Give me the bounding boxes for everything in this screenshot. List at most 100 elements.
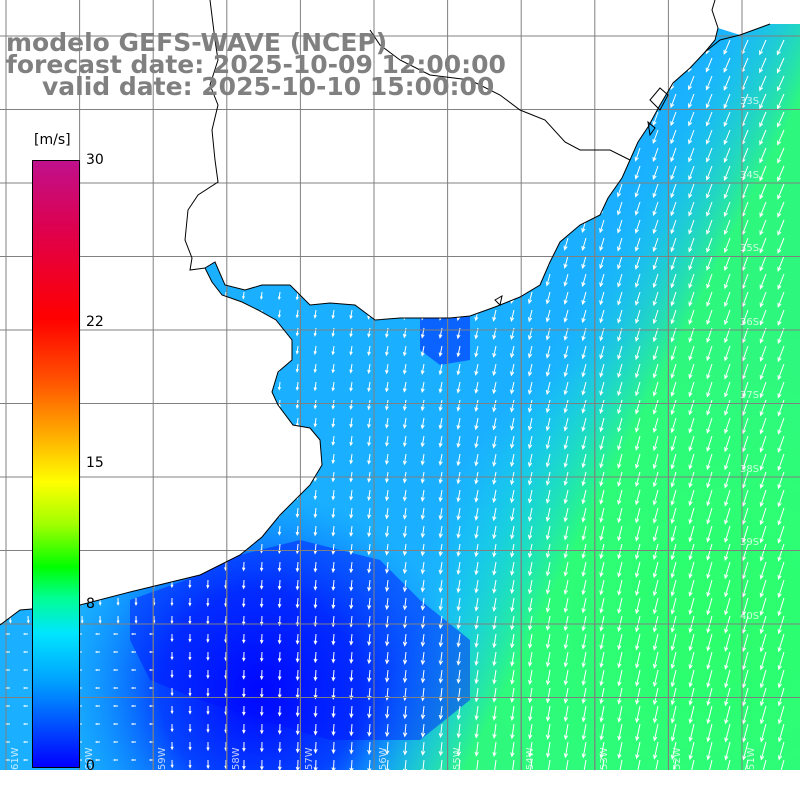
wind-arrow <box>492 363 497 377</box>
wind-arrow <box>599 381 605 396</box>
wind-arrow <box>349 759 354 770</box>
wind-arrow <box>509 57 515 70</box>
wind-arrow <box>206 453 210 462</box>
wind-arrow <box>188 670 192 679</box>
wind-arrow <box>777 543 785 562</box>
wind-arrow <box>134 327 138 335</box>
wind-arrow <box>652 219 659 235</box>
wind-arrow <box>8 111 12 119</box>
wind-arrow <box>759 687 767 707</box>
wind-arrow <box>670 381 677 397</box>
wind-arrow <box>349 525 354 537</box>
wind-arrow <box>741 489 749 507</box>
wind-arrow <box>4 740 10 744</box>
wind-arrow <box>259 561 264 572</box>
wind-arrow <box>116 165 119 173</box>
wind-arrow <box>224 165 227 174</box>
wind-arrow <box>331 183 335 194</box>
wind-arrow <box>313 633 318 646</box>
wind-arrow <box>634 147 641 162</box>
wind-arrow <box>277 597 282 609</box>
wind-arrow <box>438 561 443 575</box>
wind-arrow <box>242 633 246 644</box>
wind-arrow <box>80 454 84 462</box>
wind-arrow <box>420 183 425 195</box>
wind-arrow <box>616 75 623 90</box>
wind-arrow <box>4 668 10 672</box>
wind-arrow <box>420 219 425 231</box>
wind-arrow <box>724 363 731 380</box>
wind-arrow <box>170 723 174 733</box>
wind-arrow <box>224 309 227 318</box>
wind-arrow <box>295 741 300 754</box>
wind-arrow <box>545 165 551 179</box>
wind-arrow <box>545 435 551 450</box>
wind-arrow <box>759 651 767 671</box>
wind-arrow <box>112 668 118 672</box>
colorbar-tick-label: 22 <box>86 313 104 330</box>
wind-arrow <box>670 633 677 652</box>
wind-arrow <box>759 183 767 200</box>
wind-arrow <box>313 165 317 175</box>
wind-arrow <box>652 201 659 217</box>
wind-arrow <box>492 417 497 431</box>
wind-arrow <box>349 147 353 158</box>
wind-arrow <box>188 183 191 191</box>
wind-arrow <box>616 165 623 180</box>
wind-arrow <box>563 471 569 487</box>
wind-arrow <box>670 741 677 760</box>
wind-arrow <box>26 219 30 227</box>
wind-arrow <box>617 381 623 397</box>
wind-arrow <box>545 399 551 414</box>
wind-arrow <box>635 651 641 669</box>
wind-arrow <box>98 291 102 299</box>
wind-arrow <box>545 93 551 107</box>
wind-arrow <box>206 363 210 372</box>
wind-arrow <box>277 129 281 139</box>
wind-arrow <box>367 651 372 665</box>
wind-arrow <box>98 526 102 534</box>
wind-arrow <box>688 687 695 706</box>
wind-arrow <box>277 327 281 337</box>
wind-arrow <box>563 705 569 722</box>
wind-arrow <box>617 741 623 760</box>
brazil-coast <box>629 0 719 161</box>
wind-arrow <box>492 237 497 250</box>
wind-arrow <box>98 579 102 589</box>
wind-arrow <box>777 309 785 326</box>
wind-arrow <box>509 237 515 250</box>
wind-arrow <box>367 327 371 338</box>
wind-arrow <box>188 471 192 480</box>
wind-arrow <box>98 435 102 444</box>
wind-arrow <box>759 201 767 218</box>
wind-arrow <box>492 705 497 721</box>
wind-arrow <box>206 471 210 481</box>
wind-arrow <box>384 129 389 140</box>
wind-arrow <box>563 381 569 396</box>
wind-arrow <box>527 453 533 468</box>
wind-arrow <box>313 219 317 229</box>
wind-arrow <box>724 579 731 598</box>
wind-arrow <box>385 633 390 647</box>
wind-arrow <box>367 489 372 502</box>
wind-arrow <box>617 651 623 669</box>
wind-arrow <box>170 705 174 715</box>
wind-arrow <box>581 453 587 469</box>
wind-arrow <box>777 471 785 490</box>
wind-arrow <box>652 561 659 579</box>
wind-arrow <box>385 615 390 629</box>
wind-arrow <box>170 634 174 643</box>
wind-arrow <box>599 615 605 632</box>
wind-arrow <box>367 345 371 356</box>
wind-arrow <box>188 741 192 751</box>
wind-arrow <box>385 309 389 320</box>
wind-arrow <box>509 111 515 124</box>
wind-arrow <box>4 722 10 726</box>
wind-arrow <box>527 561 533 577</box>
wind-arrow <box>313 561 318 573</box>
wind-arrow <box>706 471 713 489</box>
wind-arrow <box>402 633 408 647</box>
wind-arrow <box>349 723 354 737</box>
wind-arrow <box>724 651 731 670</box>
uruguay-coast <box>289 159 631 321</box>
